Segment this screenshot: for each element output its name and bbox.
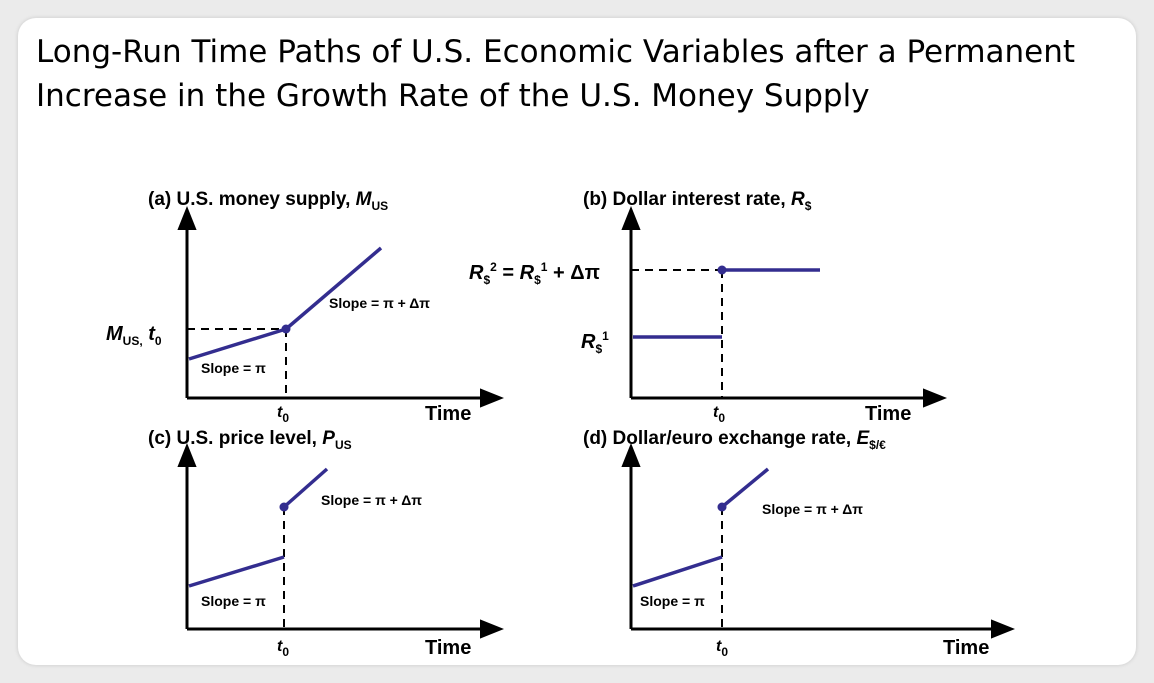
panel-c-slope-before: Slope = π (201, 593, 266, 609)
panel-a-y-marker: MUS, t0 (106, 323, 162, 348)
panel-c-x-label: Time (425, 637, 471, 659)
panel-b: (b) Dollar interest rate, R$ R$2 = R$1 +… (469, 189, 947, 425)
panel-c: (c) U.S. price level, PUS Slope = π Slop… (148, 428, 504, 659)
panel-b-r1-label: R$1 (581, 329, 609, 356)
panel-b-x-label: Time (865, 403, 911, 425)
panel-a: (a) U.S. money supply, MUS MUS, t0 Slope… (106, 189, 504, 425)
slide-title-line-2: Increase in the Growth Rate of the U.S. … (36, 78, 870, 114)
panel-d: (d) Dollar/euro exchange rate, E$/€ Slop… (583, 428, 1015, 659)
panel-b-x-tick: t0 (713, 404, 725, 425)
panel-b-jump-point (717, 265, 727, 275)
slide-title-line-1: Long-Run Time Paths of U.S. Economic Var… (36, 34, 1076, 70)
panel-c-path-before (188, 555, 285, 588)
panel-c-x-tick: t0 (277, 638, 289, 659)
panel-c-path-after (282, 467, 329, 509)
panel-b-title: (b) Dollar interest rate, R$ (583, 189, 812, 213)
panel-a-kink-point (281, 324, 291, 334)
panel-d-title: (d) Dollar/euro exchange rate, E$/€ (583, 428, 886, 452)
panel-d-slope-after: Slope = π + Δπ (762, 501, 863, 517)
panel-c-slope-after: Slope = π + Δπ (321, 492, 422, 508)
panel-d-path-after (720, 467, 770, 509)
panel-a-slope-before: Slope = π (201, 360, 266, 376)
panel-a-x-label: Time (425, 403, 471, 425)
panel-c-title: (c) U.S. price level, PUS (148, 428, 352, 452)
panel-d-path-before (632, 555, 723, 588)
panel-b-r2-label: R$2 = R$1 + Δπ (469, 260, 600, 287)
panel-c-jump-point (279, 502, 289, 512)
panel-a-path-after (284, 246, 383, 331)
panel-a-title: (a) U.S. money supply, MUS (148, 189, 388, 213)
slide (18, 18, 1136, 665)
panel-d-jump-point (717, 502, 727, 512)
panel-d-x-label: Time (943, 637, 989, 659)
panel-a-slope-after: Slope = π + Δπ (329, 295, 430, 311)
panel-a-path-before (188, 327, 287, 361)
slide-title: Long-Run Time Paths of U.S. Economic Var… (36, 30, 1136, 118)
panel-d-slope-before: Slope = π (640, 593, 705, 609)
panel-a-x-tick: t0 (277, 404, 289, 425)
panel-d-x-tick: t0 (716, 638, 728, 659)
